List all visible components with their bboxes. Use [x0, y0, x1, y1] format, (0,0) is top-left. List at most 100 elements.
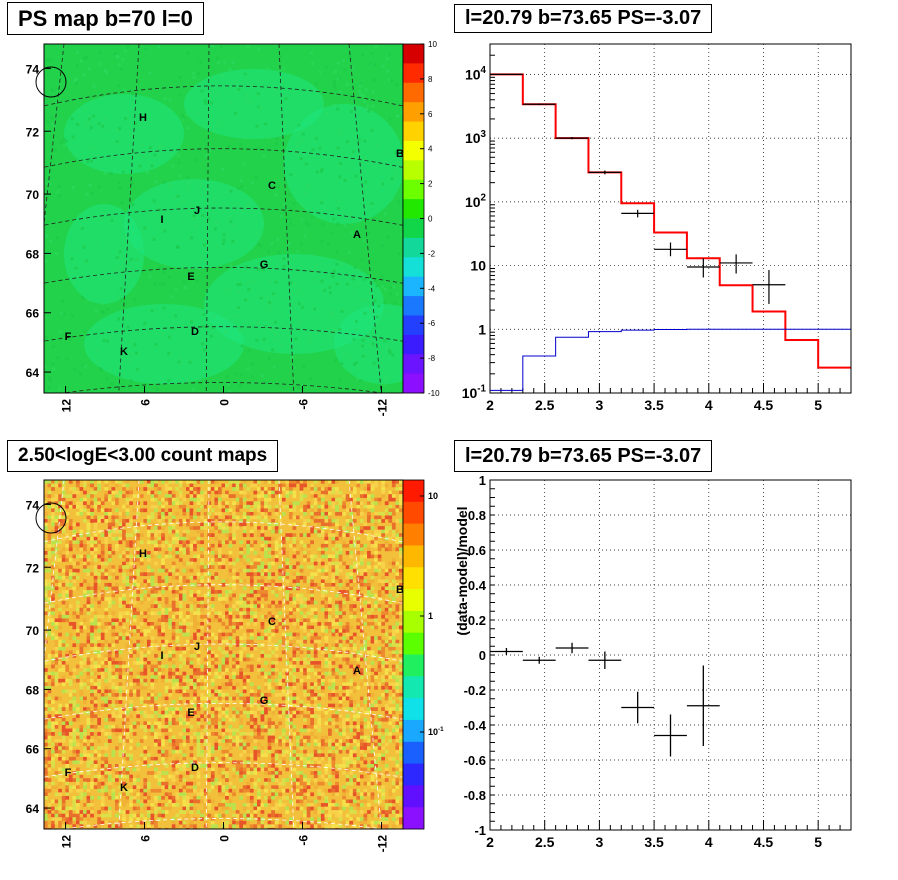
count-map-pixel: [143, 665, 147, 669]
count-map-pixel: [55, 572, 59, 576]
count-map-pixel: [115, 693, 119, 697]
count-map-pixel: [161, 526, 165, 530]
count-map-pixel: [236, 484, 240, 488]
count-map-pixel: [253, 491, 257, 495]
count-map-pixel: [374, 636, 378, 640]
count-map-pixel: [349, 604, 353, 608]
count-map-pixel: [222, 658, 226, 662]
count-map-pixel: [367, 622, 371, 626]
ps-map-pixel: [197, 111, 200, 114]
ps-map-region: [124, 179, 264, 269]
count-map-pixel: [222, 661, 226, 665]
count-map-pixel: [324, 658, 328, 662]
count-map-pixel: [257, 633, 261, 637]
count-map-pixel: [143, 633, 147, 637]
count-map-pixel: [158, 693, 162, 697]
count-map-pixel: [76, 533, 80, 537]
count-map-pixel: [197, 565, 201, 569]
count-map-pixel: [324, 636, 328, 640]
count-map-pixel: [335, 487, 339, 491]
count-map-pixel: [356, 658, 360, 662]
count-map-pixel: [161, 544, 165, 548]
count-map-pixel: [115, 633, 119, 637]
count-map-pixel: [321, 686, 325, 690]
ps-map-pixel: [283, 297, 286, 300]
count-map-pixel: [246, 608, 250, 612]
count-map-pixel: [111, 643, 115, 647]
count-map-pixel: [264, 597, 268, 601]
count-map-pixel: [119, 611, 123, 615]
count-map-pixel: [76, 729, 80, 733]
count-map-pixel: [119, 714, 123, 718]
count-map-pixel: [268, 526, 272, 530]
count-map-pixel: [346, 565, 350, 569]
count-map-pixel: [385, 686, 389, 690]
count-map-pixel: [261, 537, 265, 541]
count-map-pixel: [108, 523, 112, 527]
ps-map-pixel: [153, 238, 156, 241]
count-map-pixel: [72, 697, 76, 701]
count-map-pixel: [122, 487, 126, 491]
count-map-pixel: [253, 611, 257, 615]
count-map-pixel: [342, 512, 346, 516]
ps-map-pixel: [278, 258, 281, 261]
count-map-pixel: [321, 739, 325, 743]
count-map-pixel: [236, 665, 240, 669]
count-map-pixel: [310, 608, 314, 612]
ps-map-pixel: [263, 338, 266, 341]
count-map-pixel: [339, 700, 343, 704]
colorbar-label: -2: [428, 249, 436, 258]
count-map-pixel: [179, 547, 183, 551]
count-map-pixel: [250, 590, 254, 594]
b-axis-label: 74: [26, 62, 40, 76]
count-map-pixel: [161, 739, 165, 743]
count-map-pixel: [353, 714, 357, 718]
count-map-pixel: [55, 743, 59, 747]
count-map-pixel: [356, 512, 360, 516]
count-map-pixel: [385, 718, 389, 722]
count-map-pixel: [97, 555, 101, 559]
count-map-pixel: [339, 718, 343, 722]
count-map-pixel: [367, 601, 371, 605]
count-map-pixel: [367, 547, 371, 551]
count-map-pixel: [147, 594, 151, 598]
count-map-pixel: [44, 558, 48, 562]
ps-map-pixel: [246, 204, 249, 207]
count-map-pixel: [307, 661, 311, 665]
count-map-pixel: [65, 643, 69, 647]
count-map-pixel: [257, 590, 261, 594]
count-map-pixel: [374, 501, 378, 505]
count-map-pixel: [332, 679, 336, 683]
count-map-pixel: [367, 665, 371, 669]
count-map-pixel: [94, 714, 98, 718]
count-map-pixel: [239, 523, 243, 527]
count-map-pixel: [154, 508, 158, 512]
count-map-pixel: [335, 587, 339, 591]
count-map-pixel: [353, 498, 357, 502]
ps-map-pixel: [383, 382, 386, 385]
count-map-pixel: [225, 494, 229, 498]
count-map-pixel: [218, 526, 222, 530]
count-map-pixel: [94, 519, 98, 523]
ps-map-pixel: [100, 369, 103, 372]
count-map-pixel: [378, 544, 382, 548]
count-map-pixel: [378, 732, 382, 736]
count-map-pixel: [207, 732, 211, 736]
count-map-pixel: [204, 647, 208, 651]
count-map-pixel: [246, 565, 250, 569]
count-map-pixel: [385, 661, 389, 665]
count-map-pixel: [83, 679, 87, 683]
count-map-pixel: [90, 572, 94, 576]
count-map-pixel: [360, 718, 364, 722]
ps-map-pixel: [136, 368, 139, 371]
count-map-pixel: [182, 689, 186, 693]
ps-map-pixel: [332, 218, 335, 221]
count-map-pixel: [246, 633, 250, 637]
count-map-pixel: [335, 615, 339, 619]
count-map-pixel: [360, 547, 364, 551]
count-map-pixel: [48, 519, 52, 523]
count-map-pixel: [48, 736, 52, 740]
count-map-pixel: [140, 711, 144, 715]
count-map-pixel: [310, 484, 314, 488]
count-map-pixel: [257, 526, 261, 530]
